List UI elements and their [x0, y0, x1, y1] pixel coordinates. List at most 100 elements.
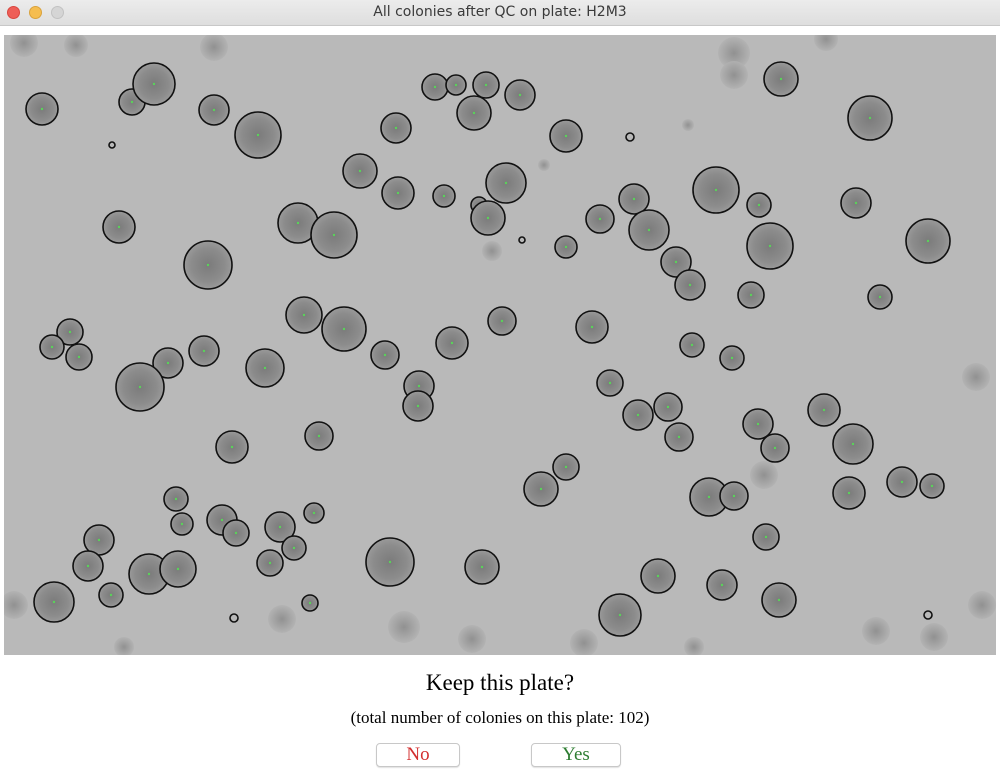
colony [170, 512, 194, 536]
colony [923, 610, 933, 620]
colony [222, 519, 250, 547]
plate-image [4, 35, 996, 655]
unselected-spot [114, 637, 134, 655]
colony [421, 73, 449, 101]
colony [234, 111, 282, 159]
colony [598, 593, 642, 637]
colony-center-marker [720, 583, 724, 587]
colony [746, 192, 772, 218]
colony-center-marker [396, 191, 400, 195]
colony-center-marker [117, 225, 121, 229]
colony-center-marker [730, 356, 734, 360]
colony-center-marker [472, 111, 476, 115]
colony [487, 306, 517, 336]
colony-center-marker [138, 385, 142, 389]
unselected-spot [682, 119, 694, 131]
colony-center-marker [220, 518, 224, 522]
colony-center-marker [383, 353, 387, 357]
colony [504, 79, 536, 111]
colony-center-marker [388, 560, 392, 564]
colony [692, 166, 740, 214]
colony [25, 92, 59, 126]
colony-center-marker [342, 327, 346, 331]
colony-center-marker [52, 600, 56, 604]
colony-center-marker [656, 574, 660, 578]
colony [183, 240, 233, 290]
unselected-spot [718, 37, 750, 69]
colony [575, 310, 609, 344]
colony [402, 390, 434, 422]
colony [737, 281, 765, 309]
unselected-spot [538, 159, 550, 171]
colony-center-marker [174, 497, 178, 501]
colony [56, 318, 84, 346]
colony-center-marker [618, 613, 622, 617]
zoom-window-button[interactable] [51, 6, 64, 19]
colony [523, 471, 559, 507]
colony [380, 112, 412, 144]
colony-center-marker [504, 181, 508, 185]
colony [760, 433, 790, 463]
colony-center-marker [690, 343, 694, 347]
colony [807, 393, 841, 427]
colony-center-marker [539, 487, 543, 491]
unselected-spot [4, 591, 28, 619]
close-window-button[interactable] [7, 6, 20, 19]
colony-center-marker [636, 413, 640, 417]
colony [554, 235, 578, 259]
colony-center-marker [263, 366, 267, 370]
colony-center-marker [308, 601, 312, 605]
colony-center-marker [674, 260, 678, 264]
colony [72, 550, 104, 582]
colony [485, 162, 527, 204]
colony [198, 94, 230, 126]
colony [742, 408, 774, 440]
colony-center-marker [109, 593, 113, 597]
colony-center-marker [180, 522, 184, 526]
colony-center-marker [500, 319, 504, 323]
colony-center-marker [868, 116, 872, 120]
colony [840, 187, 872, 219]
colony [435, 326, 469, 360]
colony-center-marker [212, 108, 216, 112]
colony-center-marker [450, 341, 454, 345]
colony-center-marker [278, 525, 282, 529]
colony-center-marker [757, 203, 761, 207]
colony-center-marker [564, 134, 568, 138]
colony [98, 582, 124, 608]
colony [33, 581, 75, 623]
colony [660, 246, 692, 278]
unselected-spot [862, 617, 890, 645]
title-bar: All colonies after QC on plate: H2M3 [0, 0, 1000, 26]
colony [381, 176, 415, 210]
colony-center-marker [484, 83, 488, 87]
colony-center-marker [564, 245, 568, 249]
colony-center-marker [394, 126, 398, 130]
colony-center-marker [302, 313, 306, 317]
colony [847, 95, 893, 141]
yes-button[interactable]: Yes [531, 743, 621, 767]
no-button[interactable]: No [376, 743, 460, 767]
colony-center-marker [756, 422, 760, 426]
colonies-layer [25, 61, 951, 637]
colony [152, 347, 184, 379]
colony-center-marker [779, 77, 783, 81]
colony-outline [923, 610, 933, 620]
colony-center-marker [677, 435, 681, 439]
colony-center-marker [854, 201, 858, 205]
colony-center-marker [292, 546, 296, 550]
colony [832, 423, 874, 465]
colony-center-marker [777, 598, 781, 602]
colony [159, 550, 197, 588]
colony [256, 549, 284, 577]
unselected-spot [64, 35, 88, 57]
colony-center-marker [647, 228, 651, 232]
colony [628, 209, 670, 251]
colony [622, 399, 654, 431]
colony [108, 141, 116, 149]
colony-center-marker [256, 133, 260, 137]
colony [596, 369, 624, 397]
colony-center-marker [590, 325, 594, 329]
minimize-window-button[interactable] [29, 6, 42, 19]
colony-outline [229, 613, 239, 623]
